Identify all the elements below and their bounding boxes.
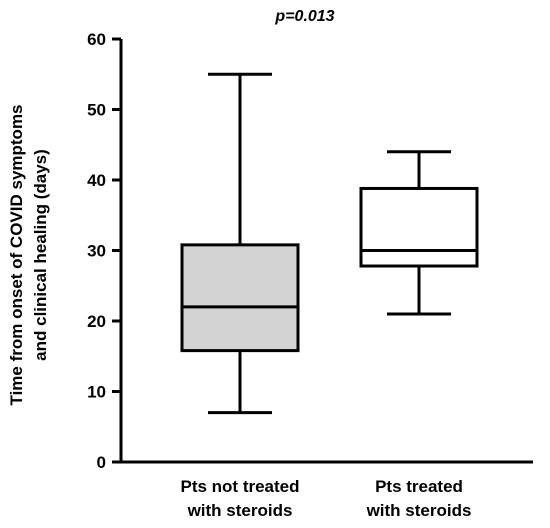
boxes [180, 72, 479, 415]
x-axis-labels: Pts not treated with steroids Pts treated w… [180, 477, 471, 520]
p-value-annotation: p=0.013 [274, 8, 334, 25]
y-tick-label-1: 10 [87, 383, 106, 402]
category-label-1-line1: Pts treated [375, 477, 463, 496]
y-tick-label-5: 50 [87, 101, 106, 120]
y-tick-label-6: 60 [87, 30, 106, 49]
y-axis-title-line1: Time from onset of COVID symptoms [7, 104, 26, 405]
y-tick-label-2: 20 [87, 312, 106, 331]
y-axis-title: Time from onset of COVID symptoms and cl… [7, 104, 50, 405]
category-label-0-line2: with steroids [187, 501, 293, 520]
y-axis-ticks: 0 10 20 30 40 50 60 [87, 30, 121, 472]
box-group-0 [180, 72, 300, 415]
y-tick-label-3: 30 [87, 242, 106, 261]
iqr-box [180, 243, 300, 353]
category-label-1-line2: with steroids [366, 501, 472, 520]
iqr-box [359, 186, 479, 268]
category-label-0-line1: Pts not treated [180, 477, 299, 496]
y-axis-title-line2: and clinical healing (days) [31, 149, 50, 361]
box-group-1 [359, 150, 479, 316]
y-tick-label-4: 40 [87, 171, 106, 190]
y-tick-label-0: 0 [97, 453, 106, 472]
